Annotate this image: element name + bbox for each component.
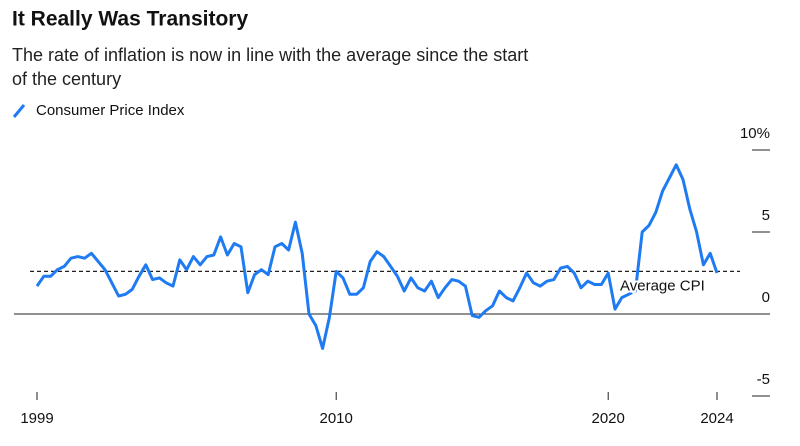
chart-subtitle: The rate of inflation is now in line wit… (12, 45, 533, 89)
average-label: Average CPI (620, 277, 705, 294)
legend-swatch (12, 104, 26, 118)
x-tick-label: 1999 (20, 410, 53, 427)
legend-label: Consumer Price Index (36, 102, 185, 119)
x-tick-label: 2024 (700, 410, 733, 427)
y-tick-label: -5 (757, 371, 770, 388)
y-tick-label: 0 (762, 289, 770, 306)
chart-title: It Really Was Transitory (12, 8, 248, 31)
x-tick-label: 2020 (592, 410, 625, 427)
x-tick-label: 2010 (320, 410, 353, 427)
cpi-line (35, 163, 719, 350)
y-tick-label: 5 (762, 207, 770, 224)
y-tick-label: 10% (740, 125, 770, 142)
